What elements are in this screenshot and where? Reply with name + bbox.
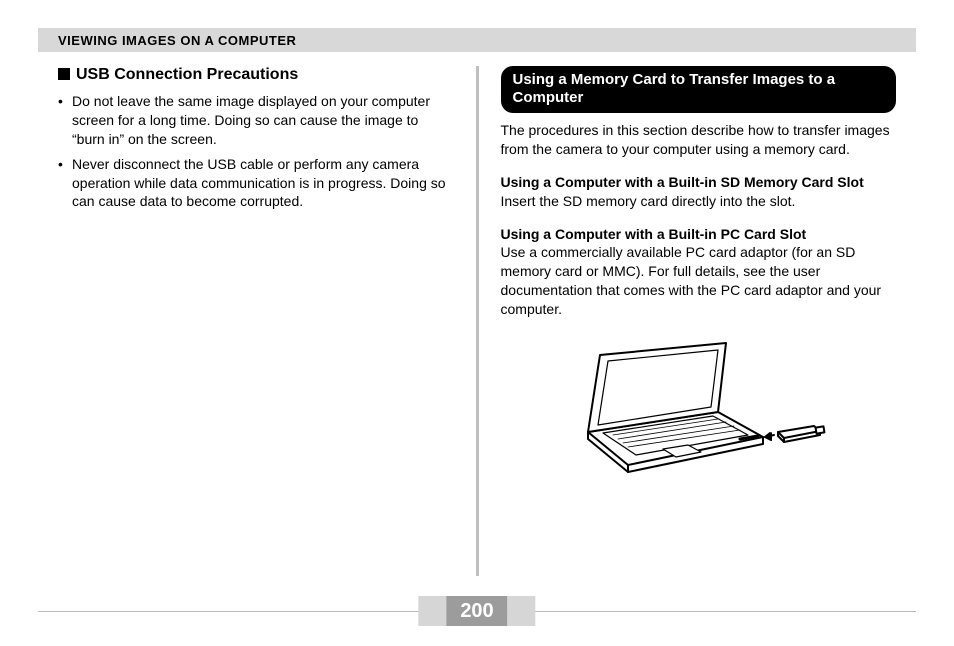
right-column: Using a Memory Card to Transfer Images t… [479, 66, 917, 576]
section-header-title: VIEWING IMAGES ON A COMPUTER [58, 33, 296, 48]
page-number-text: 200 [446, 596, 507, 626]
page-number-side [418, 596, 446, 626]
page-footer: 200 [38, 596, 916, 626]
sd-slot-body: Insert the SD memory card directly into … [501, 192, 897, 211]
list-item: Never disconnect the USB cable or perfor… [58, 155, 454, 212]
left-column: USB Connection Precautions Do not leave … [38, 66, 476, 576]
topic-pill-heading: Using a Memory Card to Transfer Images t… [501, 66, 897, 113]
precautions-list: Do not leave the same image displayed on… [58, 92, 454, 211]
page-number-side [508, 596, 536, 626]
sd-slot-subhead: Using a Computer with a Built-in SD Memo… [501, 173, 897, 192]
laptop-with-pc-card-icon [568, 337, 828, 477]
manual-page: VIEWING IMAGES ON A COMPUTER USB Connect… [0, 0, 954, 646]
usb-precautions-heading: USB Connection Precautions [58, 66, 454, 84]
list-item: Do not leave the same image displayed on… [58, 92, 454, 149]
pc-slot-subhead: Using a Computer with a Built-in PC Card… [501, 225, 897, 244]
square-bullet-icon [58, 68, 70, 80]
heading-text: USB Connection Precautions [76, 66, 298, 83]
pc-slot-body: Use a commercially available PC card ada… [501, 243, 897, 319]
two-column-layout: USB Connection Precautions Do not leave … [38, 66, 916, 576]
page-number-badge: 200 [418, 596, 535, 626]
section-header-bar: VIEWING IMAGES ON A COMPUTER [38, 28, 916, 52]
intro-paragraph: The procedures in this section describe … [501, 121, 897, 159]
laptop-illustration [501, 337, 897, 482]
